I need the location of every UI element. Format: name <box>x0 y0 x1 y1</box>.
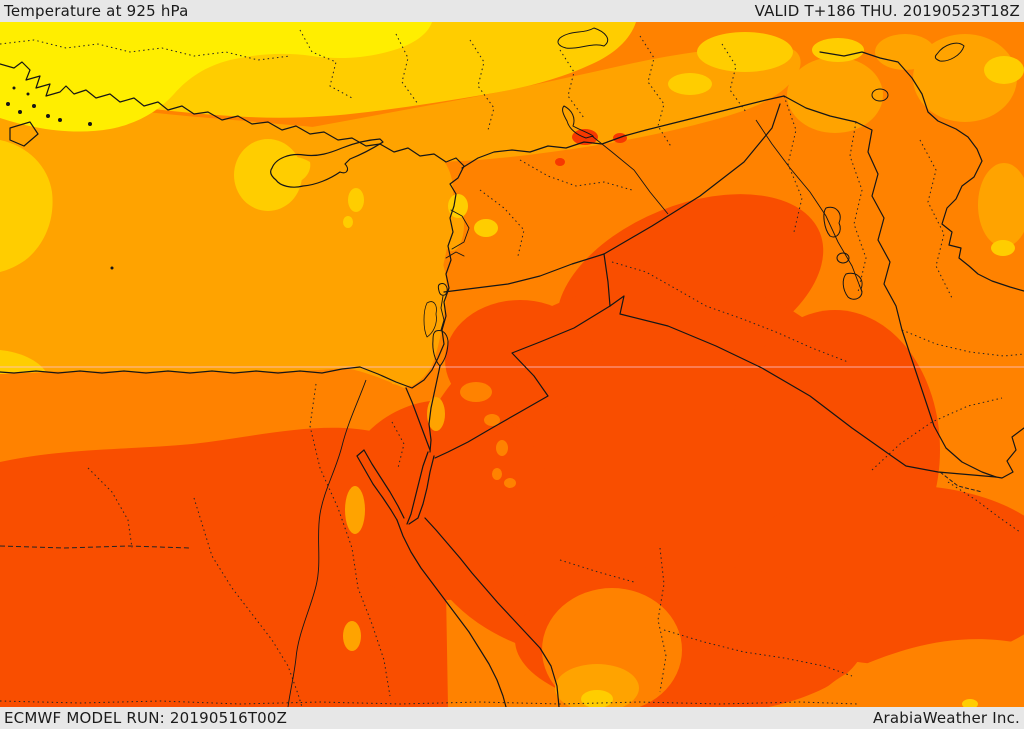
gulf-of-suez-head <box>356 449 365 457</box>
euphrates-river <box>591 135 669 215</box>
border-egypt-israel <box>405 387 431 451</box>
gulf-of-aqaba-west <box>406 451 429 525</box>
wadi-araba-line <box>428 365 441 453</box>
nile-river <box>287 379 367 707</box>
border-iraq-iran <box>783 95 997 478</box>
dead-sea <box>432 330 449 367</box>
lake-urmia-south <box>842 272 863 300</box>
rivers-layer <box>287 119 863 707</box>
border-syria-jordan <box>443 253 605 293</box>
valid-time-label: VALID T+186 THU. 20190523T18Z <box>754 2 1020 20</box>
border-turkey-syria <box>461 95 785 169</box>
lake-urmia-mid <box>836 252 850 264</box>
temperature-fill-layer <box>0 22 1024 707</box>
footer-bar: ECMWF MODEL RUN: 20190516T00Z ArabiaWeat… <box>0 707 1024 729</box>
coastline-persian-gulf <box>995 427 1024 479</box>
red-sea-egypt-coast <box>396 519 507 707</box>
border-lebanon <box>450 209 470 250</box>
gulf-of-suez-west <box>356 455 398 521</box>
border-jordan-iraq <box>603 253 611 307</box>
aegean-islands <box>6 86 114 270</box>
border-jordan-saudi <box>434 305 611 459</box>
tigris-river <box>755 119 863 293</box>
gulf-of-aqaba-east <box>408 455 435 525</box>
lake-urmia-north <box>823 206 841 238</box>
border-caucasus-aras <box>819 51 1024 292</box>
island-rhodes <box>9 121 39 147</box>
lake-assad <box>562 105 595 139</box>
country-borders-layer <box>0 51 1024 707</box>
lakes-layer <box>432 27 965 367</box>
page-title: Temperature at 925 hPa <box>4 2 189 20</box>
brand-label: ArabiaWeather Inc. <box>873 709 1020 727</box>
admin-boundaries-layer <box>0 29 1024 707</box>
island-cyprus <box>270 138 384 188</box>
west-bank-outline <box>423 301 437 338</box>
gulf-of-suez-east <box>363 449 405 519</box>
lake-keban <box>557 27 609 49</box>
weather-map <box>0 22 1024 707</box>
coastline-mediterranean <box>0 61 465 389</box>
sea-of-galilee <box>437 283 448 296</box>
red-sea-saudi-coast <box>424 517 560 707</box>
lake-van <box>871 88 889 102</box>
model-run-label: ECMWF MODEL RUN: 20190516T00Z <box>4 709 288 727</box>
jordan-river <box>440 295 445 331</box>
border-golan <box>445 251 465 259</box>
border-syria-iraq <box>603 103 781 255</box>
header-bar: Temperature at 925 hPa VALID T+186 THU. … <box>0 0 1024 22</box>
lake-sevan <box>934 42 965 62</box>
border-iraq-saudi <box>609 295 997 478</box>
